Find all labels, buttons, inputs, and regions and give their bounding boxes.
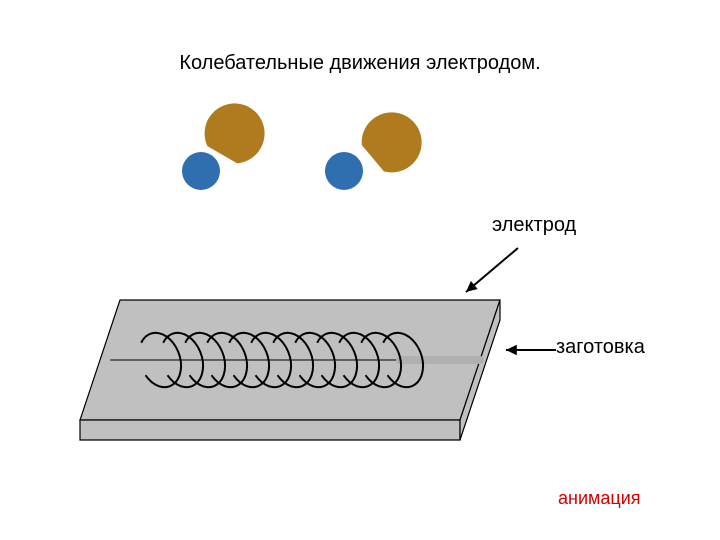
diagram-stage: Колебательные движения электродом. элект…	[0, 0, 720, 540]
diagram-svg	[0, 0, 720, 540]
workpiece-label: заготовка	[556, 336, 645, 359]
electrode-label: электрод	[492, 214, 576, 237]
animation-annotation: анимация	[558, 488, 641, 509]
